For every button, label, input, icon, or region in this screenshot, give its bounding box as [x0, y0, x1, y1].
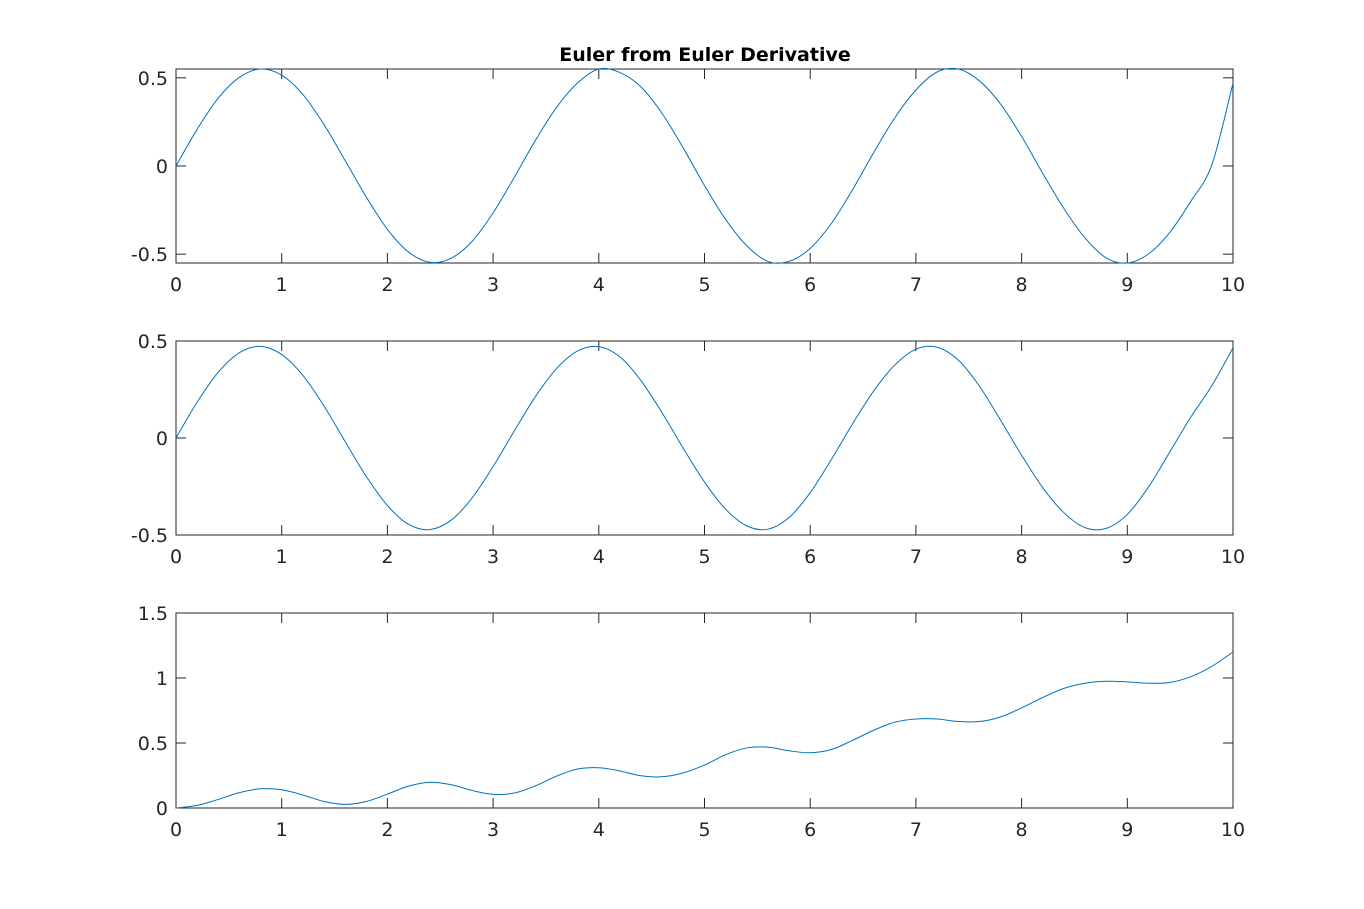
x-tick-label: 8 — [1016, 546, 1028, 568]
x-tick-label: 3 — [487, 819, 499, 841]
x-tick-label: 9 — [1121, 819, 1133, 841]
series-line — [175, 345, 1234, 531]
y-tick-label: 0 — [156, 798, 168, 820]
x-tick-label: 1 — [276, 819, 288, 841]
x-tick-label: 4 — [593, 274, 605, 296]
subplot-1: 0 1 2 3 4 5 6 7 8 9 10-0.500.5 — [131, 68, 1245, 296]
x-tick-label: 3 — [487, 274, 499, 296]
x-tick-label: 6 — [804, 274, 816, 296]
x-tick-label: 10 — [1221, 819, 1245, 841]
x-tick-label: 4 — [593, 819, 605, 841]
x-tick-label: 7 — [910, 819, 922, 841]
x-tick-label: 0 — [170, 546, 182, 568]
x-tick-label: 6 — [804, 546, 816, 568]
y-tick-label: 0.5 — [138, 331, 168, 353]
y-tick-label: 0 — [156, 156, 168, 178]
x-tick-label: 4 — [593, 546, 605, 568]
y-tick-label: -0.5 — [131, 244, 168, 266]
x-tick-label: 8 — [1016, 819, 1028, 841]
x-tick-label: 0 — [170, 274, 182, 296]
x-tick-label: 6 — [804, 819, 816, 841]
x-tick-label: 5 — [698, 546, 710, 568]
y-tick-label: 0.5 — [138, 733, 168, 755]
x-tick-label: 9 — [1121, 274, 1133, 296]
y-tick-label: 0 — [156, 428, 168, 450]
x-tick-label: 1 — [276, 546, 288, 568]
subplots: 0 1 2 3 4 5 6 7 8 9 10-0.500.50 1 2 3 4 5 6 7 8 9 10-0.500.5… — [131, 68, 1245, 841]
chart-title: Euler from Euler Derivative — [559, 44, 851, 66]
series-line — [175, 67, 1234, 264]
x-tick-label: 5 — [698, 819, 710, 841]
y-tick-label: 1 — [156, 668, 168, 690]
x-tick-label: 3 — [487, 546, 499, 568]
x-tick-label: 5 — [698, 274, 710, 296]
x-tick-label: 10 — [1221, 546, 1245, 568]
y-tick-label: -0.5 — [131, 525, 168, 547]
x-tick-label: 2 — [381, 274, 393, 296]
y-tick-label: 1.5 — [138, 603, 168, 625]
x-tick-label: 8 — [1016, 274, 1028, 296]
x-tick-label: 2 — [381, 819, 393, 841]
x-tick-label: 7 — [910, 546, 922, 568]
x-tick-label: 1 — [276, 274, 288, 296]
x-tick-label: 10 — [1221, 274, 1245, 296]
series-line — [175, 651, 1234, 809]
subplot-3: 0 1 2 3 4 5 6 7 8 9 10 0 0.5 1 1.5 — [138, 603, 1245, 841]
x-tick-label: 7 — [910, 274, 922, 296]
subplot-2: 0 1 2 3 4 5 6 7 8 9 10-0.500.5 — [131, 331, 1245, 568]
x-tick-label: 0 — [170, 819, 182, 841]
y-tick-label: 0.5 — [138, 68, 168, 90]
x-tick-label: 9 — [1121, 546, 1133, 568]
x-tick-label: 2 — [381, 546, 393, 568]
